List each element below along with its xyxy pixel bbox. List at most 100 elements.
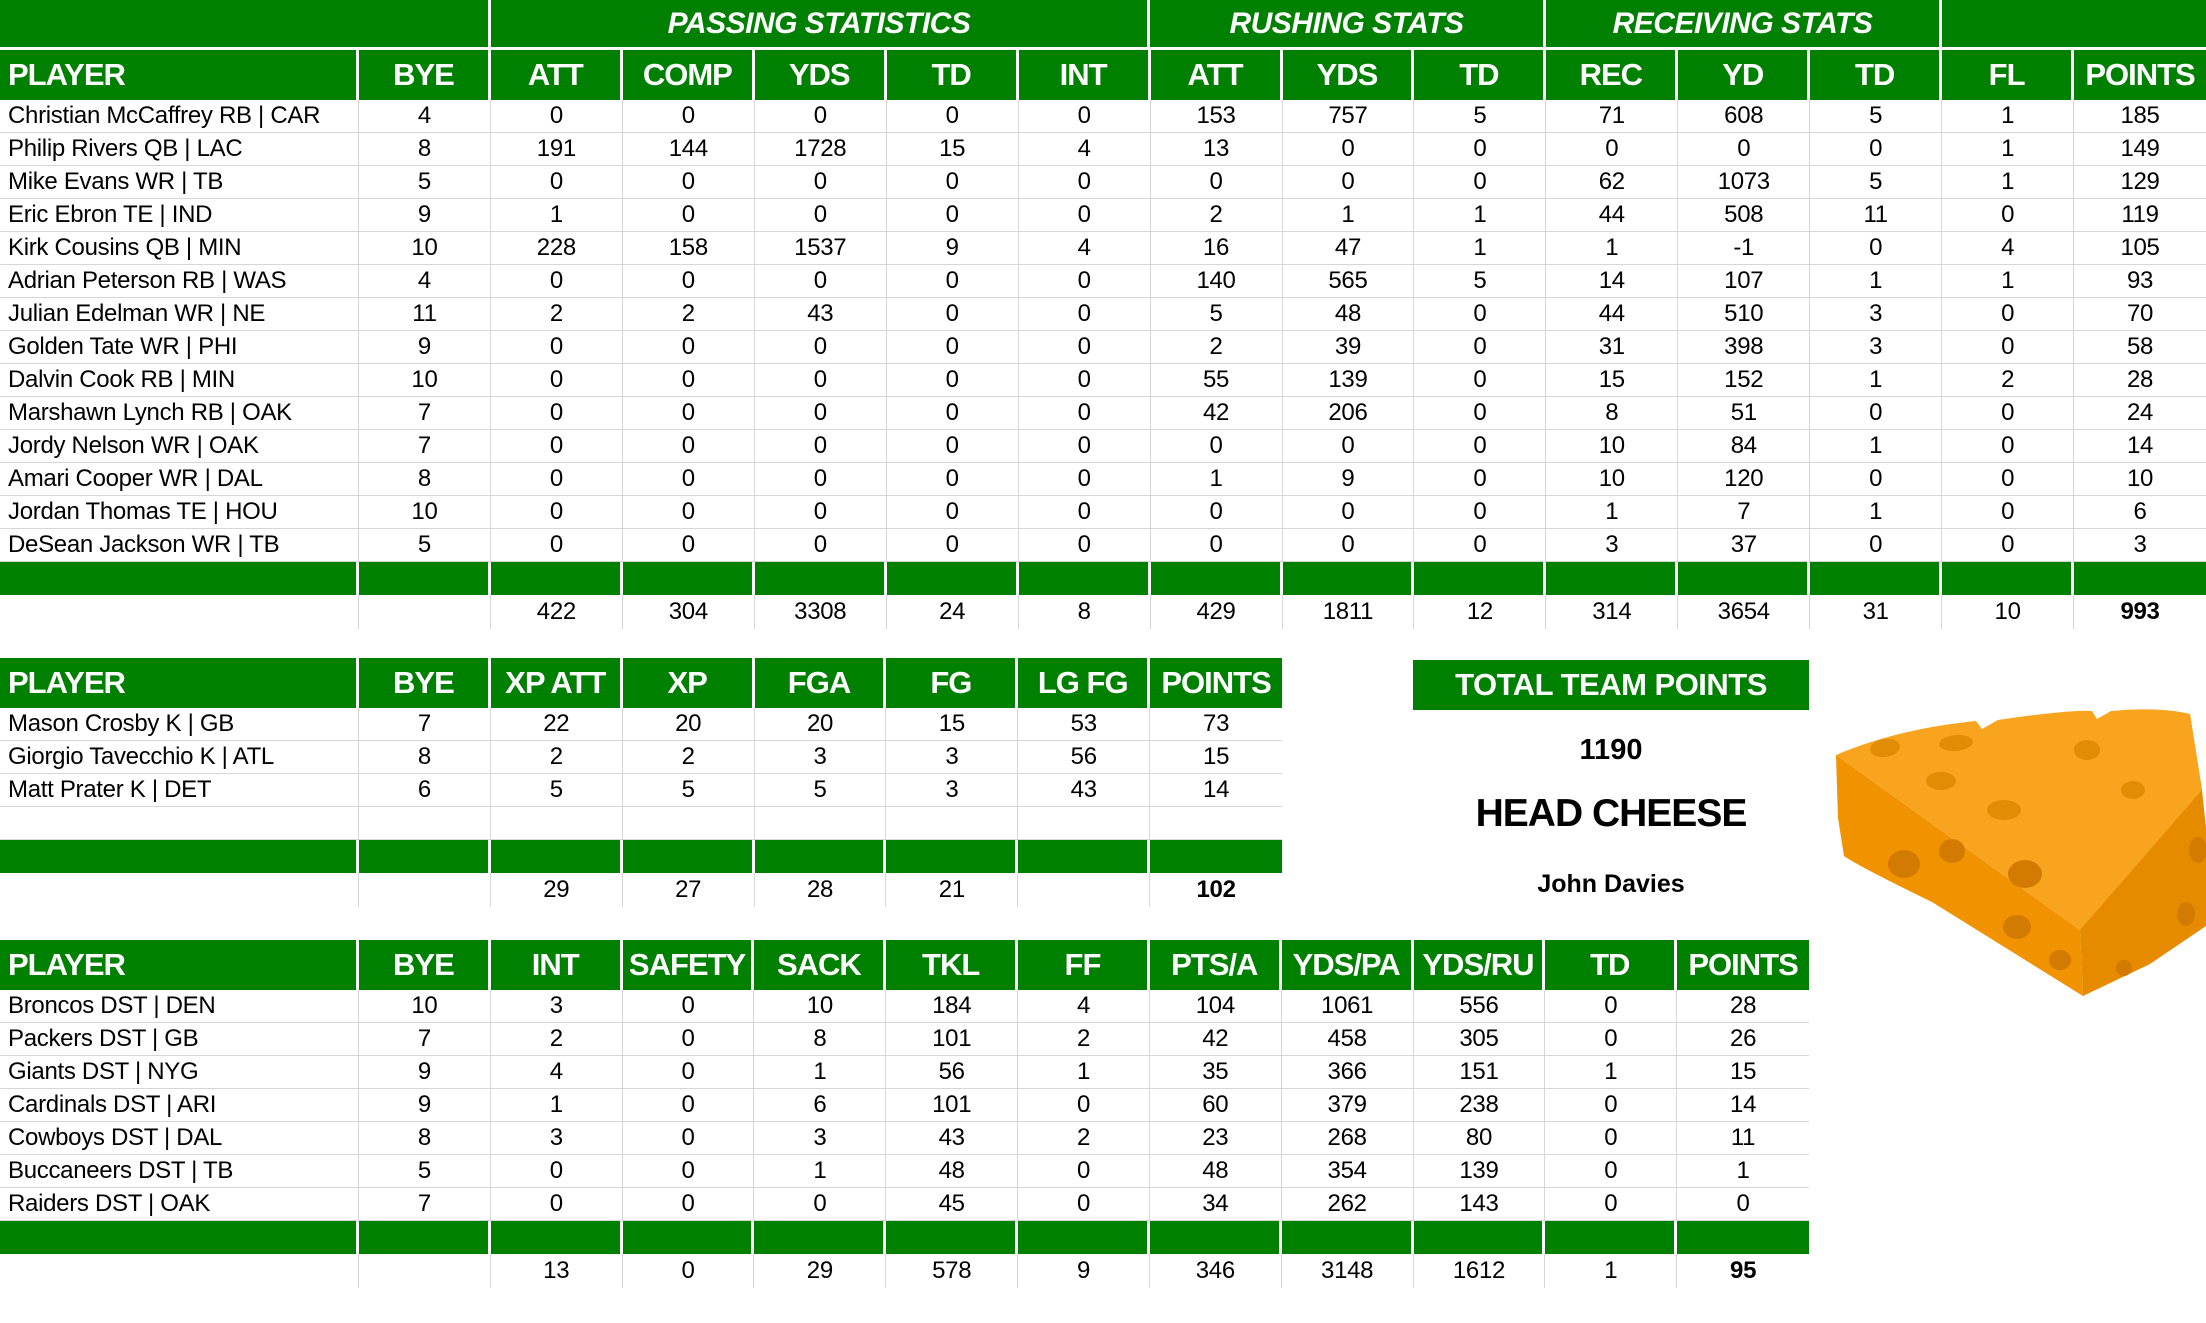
group-header-row: PASSING STATISTICS RUSHING STATS RECEIVING…	[0, 0, 2206, 47]
column-header: INT	[1018, 50, 1151, 100]
band-cell	[359, 562, 491, 595]
stat-cell: 0	[622, 1056, 755, 1089]
stat-cell: 51	[1678, 397, 1811, 430]
player-cell: Cowboys DST | DAL	[0, 1122, 359, 1155]
stat-cell: 7	[359, 430, 491, 463]
column-header: YDS/RU	[1413, 940, 1546, 990]
total-cell: 24	[887, 595, 1019, 629]
column-header: FL	[1942, 50, 2075, 100]
stat-cell: 71	[1546, 100, 1679, 133]
total-cell: 346	[1150, 1254, 1282, 1288]
band-cell	[886, 1221, 1019, 1254]
player-cell	[0, 807, 359, 840]
stat-cell: 14	[1546, 265, 1679, 298]
total-cell: 578	[886, 1254, 1019, 1288]
column-header: YD	[1678, 50, 1811, 100]
stat-cell: 0	[754, 331, 887, 364]
table-row: Golden Tate WR | PHI 9 0 0 0 0 0 2 39 0 31 398 3 0 58	[0, 331, 2206, 364]
stat-cell: 0	[1150, 496, 1283, 529]
player-cell: Mike Evans WR | TB	[0, 166, 359, 199]
player-cell: Amari Cooper WR | DAL	[0, 463, 359, 496]
stat-cell: 23	[1149, 1122, 1282, 1155]
stat-cell: 2	[490, 298, 623, 331]
stat-cell: 44	[1546, 199, 1679, 232]
stat-cell: 2	[622, 741, 755, 774]
stat-cell: 6	[2074, 496, 2206, 529]
stat-cell: 0	[1018, 265, 1151, 298]
player-cell: Raiders DST | OAK	[0, 1188, 359, 1221]
table-row: Giorgio Tavecchio K | ATL 8 2 2 3 3 56 15	[0, 741, 1282, 774]
stat-cell: 11	[1677, 1122, 1809, 1155]
stat-cell: 0	[1282, 430, 1415, 463]
stat-cell: 0	[490, 397, 623, 430]
total-cell: 9	[1018, 1254, 1150, 1288]
band-cell	[886, 562, 1019, 595]
stat-cell: 0	[1150, 166, 1283, 199]
stat-cell: 31	[1546, 331, 1679, 364]
stat-cell: 458	[1281, 1023, 1414, 1056]
column-header: SACK	[754, 940, 887, 990]
band-cell	[1018, 562, 1151, 595]
stat-cell: 15	[1677, 1056, 1809, 1089]
stat-cell: 0	[1018, 166, 1151, 199]
stat-cell: 0	[754, 463, 887, 496]
stat-cell: 0	[1414, 430, 1547, 463]
stat-cell: 11	[359, 298, 491, 331]
stat-cell: 0	[1942, 463, 2075, 496]
stat-cell: 8	[754, 1023, 887, 1056]
stat-cell: 0	[1414, 331, 1547, 364]
stat-cell: 191	[490, 133, 623, 166]
stat-cell: 9	[359, 1089, 491, 1122]
total-cell: 102	[1196, 876, 1236, 903]
total-cell	[359, 1254, 491, 1288]
total-cell: 21	[886, 873, 1019, 907]
stat-cell: 238	[1413, 1089, 1546, 1122]
stat-cell: 0	[754, 166, 887, 199]
total-cell: 27	[623, 873, 755, 907]
stat-cell: 55	[1150, 364, 1283, 397]
stat-cell: 3	[886, 741, 1019, 774]
table-row: Mike Evans WR | TB 5 0 0 0 0 0 0 0 0 62 1073 5 1 129	[0, 166, 2206, 199]
column-header: YDS	[754, 50, 887, 100]
table-row: Mason Crosby K | GB 7 22 20 20 15 53 73	[0, 708, 1282, 741]
stat-cell: 0	[1282, 496, 1415, 529]
stat-cell: 0	[886, 100, 1019, 133]
stat-cell: 1	[1810, 364, 1943, 397]
stat-cell: 10	[359, 990, 491, 1023]
stat-cell: 3	[2074, 529, 2206, 562]
column-header: POINTS	[1677, 940, 1809, 990]
stat-cell: 3	[1810, 331, 1943, 364]
table-row: Raiders DST | OAK 7 0 0 0 45 0 34 262 143 0 0	[0, 1188, 1809, 1221]
stat-cell: 151	[1413, 1056, 1546, 1089]
stat-cell: 3	[1546, 529, 1679, 562]
group-header-cell: RUSHING STATS	[1150, 0, 1546, 47]
band-cell	[490, 1221, 623, 1254]
band-cell	[754, 562, 887, 595]
total-cell: 314	[1546, 595, 1679, 629]
stat-cell: 9	[359, 1056, 491, 1089]
total-cell: 1811	[1283, 595, 1415, 629]
stat-cell	[359, 807, 491, 840]
stat-cell: 0	[1942, 430, 2075, 463]
column-header: YDS	[1282, 50, 1415, 100]
stat-cell: 80	[1413, 1122, 1546, 1155]
stat-cell: 1	[1942, 133, 2075, 166]
stat-cell: 0	[1018, 463, 1151, 496]
dst-stats-table: PLAYER BYE INT SAFETY SACK TKL FF PTS/A YDS/PA YD…	[0, 940, 1809, 1288]
stat-cell: 20	[754, 708, 887, 741]
stat-cell: 5	[1414, 265, 1547, 298]
total-cell: 1612	[1414, 1254, 1546, 1288]
table-row: Amari Cooper WR | DAL 8 0 0 0 0 0 1 9 0 10 120 0 0 10	[0, 463, 2206, 496]
table-row: Adrian Peterson RB | WAS 4 0 0 0 0 0 140 565 5 14 1…	[0, 265, 2206, 298]
stat-cell: 0	[754, 199, 887, 232]
stat-cell: 0	[622, 1188, 755, 1221]
stat-cell: 0	[886, 463, 1019, 496]
stat-cell: 0	[754, 100, 887, 133]
stat-cell: 14	[2074, 430, 2206, 463]
stat-cell: 565	[1282, 265, 1415, 298]
total-team-points-value: 1190	[1579, 734, 1643, 766]
stat-cell: 4	[1018, 990, 1150, 1023]
stat-cell: 84	[1678, 430, 1811, 463]
player-cell: Matt Prater K | DET	[0, 774, 359, 807]
column-header: XP	[622, 658, 755, 708]
